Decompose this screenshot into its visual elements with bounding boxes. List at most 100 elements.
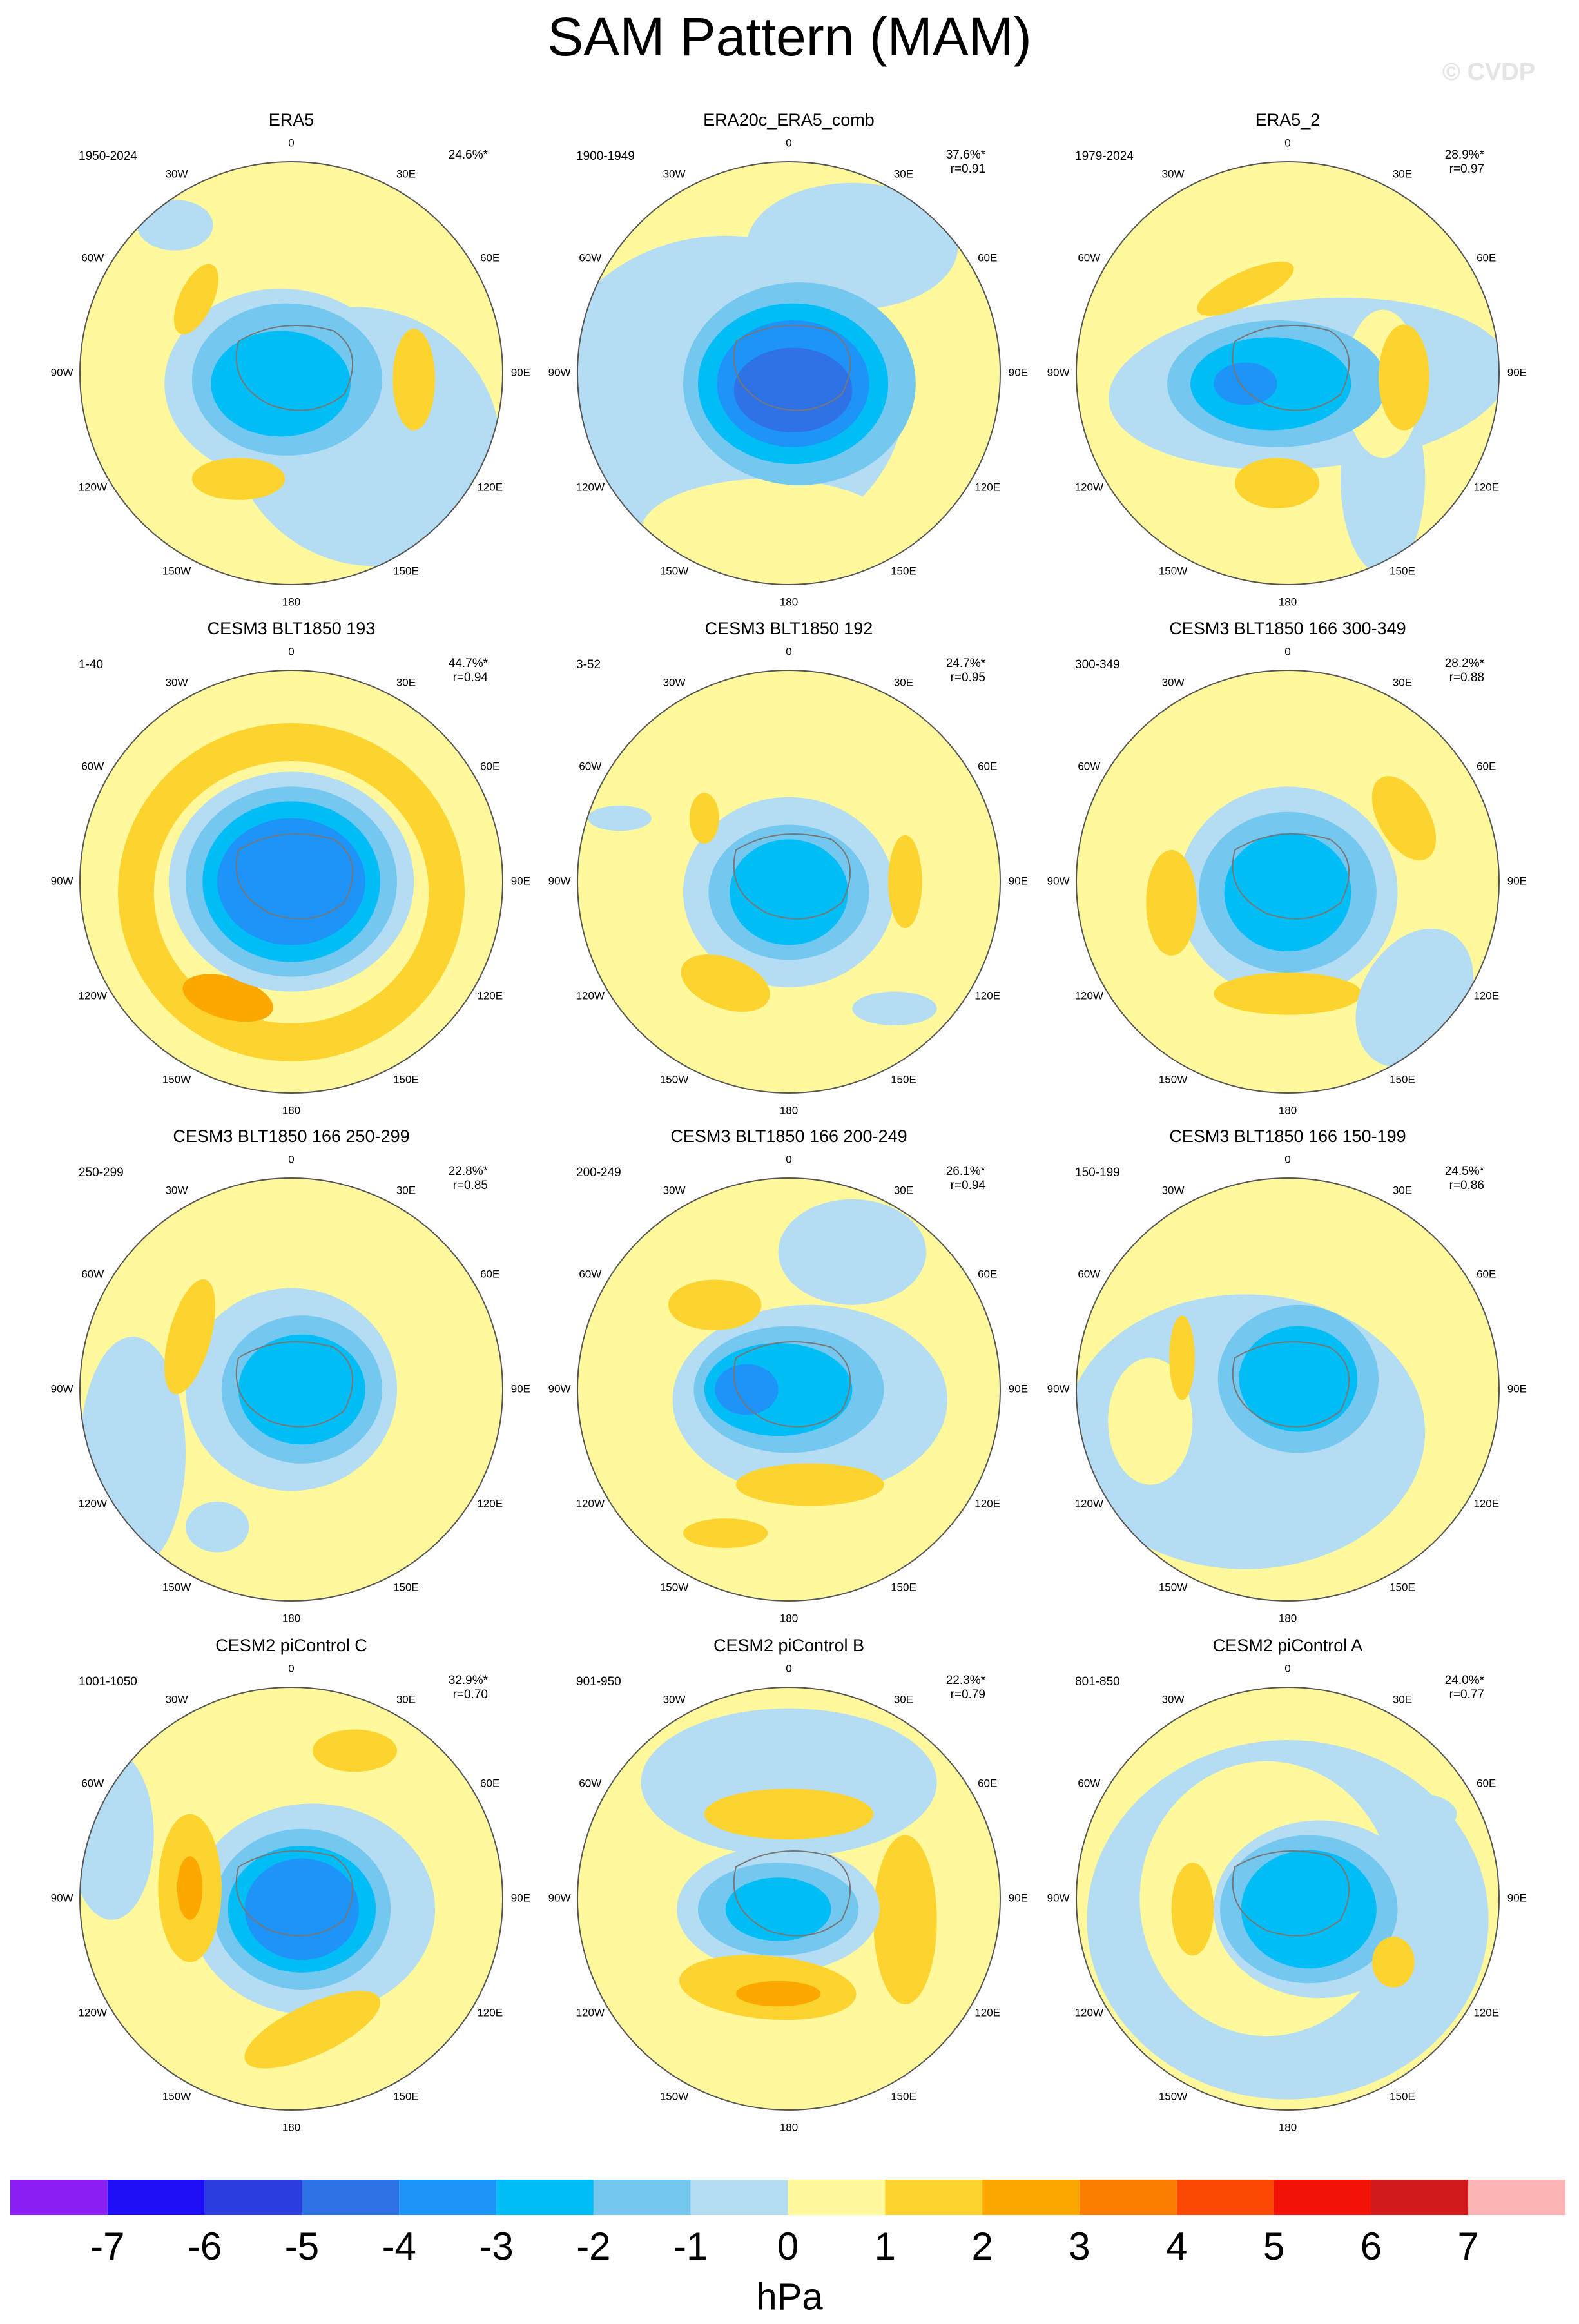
colorbar-label: -4: [382, 2225, 416, 2268]
contour-region: [681, 954, 770, 1012]
contour-region: [173, 264, 218, 334]
period-label: 901-950: [576, 1675, 621, 1689]
contour-fills: [80, 670, 503, 1093]
variance-label: 37.6%*: [946, 148, 986, 162]
coastline: [1232, 1850, 1350, 1937]
longitude-label: 120W: [576, 2006, 605, 2019]
variance-label: 24.0%*: [1445, 1674, 1485, 1687]
longitude-label: 180: [282, 1104, 300, 1116]
longitude-label: 60W: [579, 1777, 601, 1790]
panel-title: CESM3 BLT1850 166 250-299: [173, 1127, 409, 1146]
contour-fills: [1076, 670, 1499, 1093]
contour-region: [1372, 1937, 1415, 1988]
longitude-label: 30W: [166, 1184, 188, 1196]
longitude-label: 90E: [1507, 875, 1527, 887]
map-panel: CESM3 BLT1850 192 3-52 24.7%*r=0.95 0 30E 60E…: [548, 619, 1028, 1116]
longitude-label: 120E: [1473, 1497, 1499, 1509]
period-label: 1-40: [79, 658, 103, 672]
longitude-label: 30W: [1162, 676, 1185, 688]
variance-label: 28.2%*: [1445, 657, 1485, 670]
longitude-label: 150W: [162, 2091, 191, 2103]
longitude-label: 30E: [894, 168, 913, 180]
colorbar-label: 6: [1361, 2225, 1382, 2268]
longitude-label: 120W: [1075, 989, 1103, 1002]
longitude-label: 0: [786, 137, 791, 150]
longitude-label: 180: [780, 2121, 798, 2133]
longitude-label: 120W: [79, 481, 107, 493]
contour-region: [182, 974, 273, 1022]
longitude-label: 90E: [1009, 875, 1028, 887]
colorbar-label: 7: [1458, 2225, 1479, 2268]
longitude-label: 60W: [1078, 252, 1100, 264]
longitude-label: 30E: [396, 1184, 416, 1196]
coastline: [235, 1341, 354, 1428]
longitude-label: 180: [780, 596, 798, 608]
longitude-label: 90E: [1009, 1382, 1028, 1395]
map-panel: CESM2 piControl A 801-850 24.0%*r=0.77 0 30E…: [1047, 1636, 1527, 2133]
longitude-label: 150W: [660, 1074, 688, 1086]
colorbar-box: [1468, 2180, 1565, 2215]
longitude-label: 30E: [1393, 1184, 1412, 1196]
longitude-label: 120E: [974, 481, 1000, 493]
variance-label: 22.3%*: [946, 1674, 986, 1687]
contour-region: [746, 182, 958, 310]
longitude-label: 0: [786, 1663, 791, 1675]
longitude-label: 60W: [1078, 1777, 1100, 1790]
colorbar-box: [302, 2180, 400, 2215]
period-label: 1979-2024: [1075, 150, 1134, 163]
contour-fills: [80, 1178, 503, 1601]
longitude-label: 120E: [1473, 989, 1499, 1002]
contour-fills: [1076, 1687, 1499, 2110]
map-panel: CESM3 BLT1850 193 1-40 44.7%*r=0.94 0 30E 60E…: [51, 619, 530, 1116]
colorbar-label: -5: [285, 2225, 319, 2268]
colorbar-label: 0: [777, 2225, 799, 2268]
longitude-label: 90W: [1047, 366, 1070, 378]
contour-region: [1371, 776, 1437, 861]
colorbar-box: [399, 2180, 497, 2215]
period-label: 3-52: [576, 658, 601, 672]
longitude-label: 90E: [1009, 366, 1028, 378]
contour-region: [191, 458, 286, 500]
map-outline: [577, 670, 1001, 1094]
correlation-label: r=0.86: [1449, 1179, 1484, 1192]
panel-title: ERA20c_ERA5_comb: [703, 110, 875, 130]
contour-region: [1197, 261, 1294, 316]
longitude-label: 30E: [1393, 676, 1412, 688]
contour-region: [715, 1364, 779, 1415]
contour-region: [1379, 324, 1429, 431]
coastline: [235, 833, 354, 920]
longitude-label: 150W: [162, 1582, 191, 1594]
longitude-label: 30W: [166, 1693, 188, 1705]
contour-region: [873, 1835, 937, 2004]
longitude-label: 180: [282, 2121, 300, 2133]
longitude-label: 180: [780, 1104, 798, 1116]
longitude-label: 180: [1279, 2121, 1297, 2133]
coastline: [235, 324, 354, 411]
map-outline: [577, 161, 1001, 585]
longitude-label: 60E: [480, 1268, 499, 1281]
map-panel: ERA5_2 1979-2024 28.9%*r=0.97 0 30E 60E 90E 120…: [1047, 110, 1527, 608]
longitude-label: 30E: [894, 1184, 913, 1196]
longitude-label: 150W: [660, 1582, 688, 1594]
correlation-label: r=0.79: [951, 1688, 985, 1701]
longitude-label: 150W: [1159, 565, 1187, 577]
longitude-label: 120E: [477, 989, 503, 1002]
longitude-label: 150W: [1159, 1582, 1187, 1594]
longitude-label: 60W: [579, 760, 601, 773]
longitude-label: 0: [288, 137, 294, 150]
coastline: [733, 833, 851, 920]
panel-title: CESM3 BLT1850 166 150-199: [1169, 1127, 1406, 1146]
colorbar-box: [1371, 2180, 1469, 2215]
longitude-label: 30W: [663, 1693, 686, 1705]
longitude-label: 150E: [1390, 2091, 1415, 2103]
contour-fills: [577, 1178, 1000, 1601]
longitude-label: 120W: [1075, 481, 1103, 493]
longitude-label: 60W: [1078, 1268, 1100, 1281]
colorbar-box: [982, 2180, 1080, 2215]
longitude-label: 0: [1284, 137, 1290, 150]
longitude-label: 120W: [79, 2006, 107, 2019]
panel-title: CESM3 BLT1850 166 200-249: [670, 1127, 907, 1146]
contour-region: [888, 835, 922, 929]
